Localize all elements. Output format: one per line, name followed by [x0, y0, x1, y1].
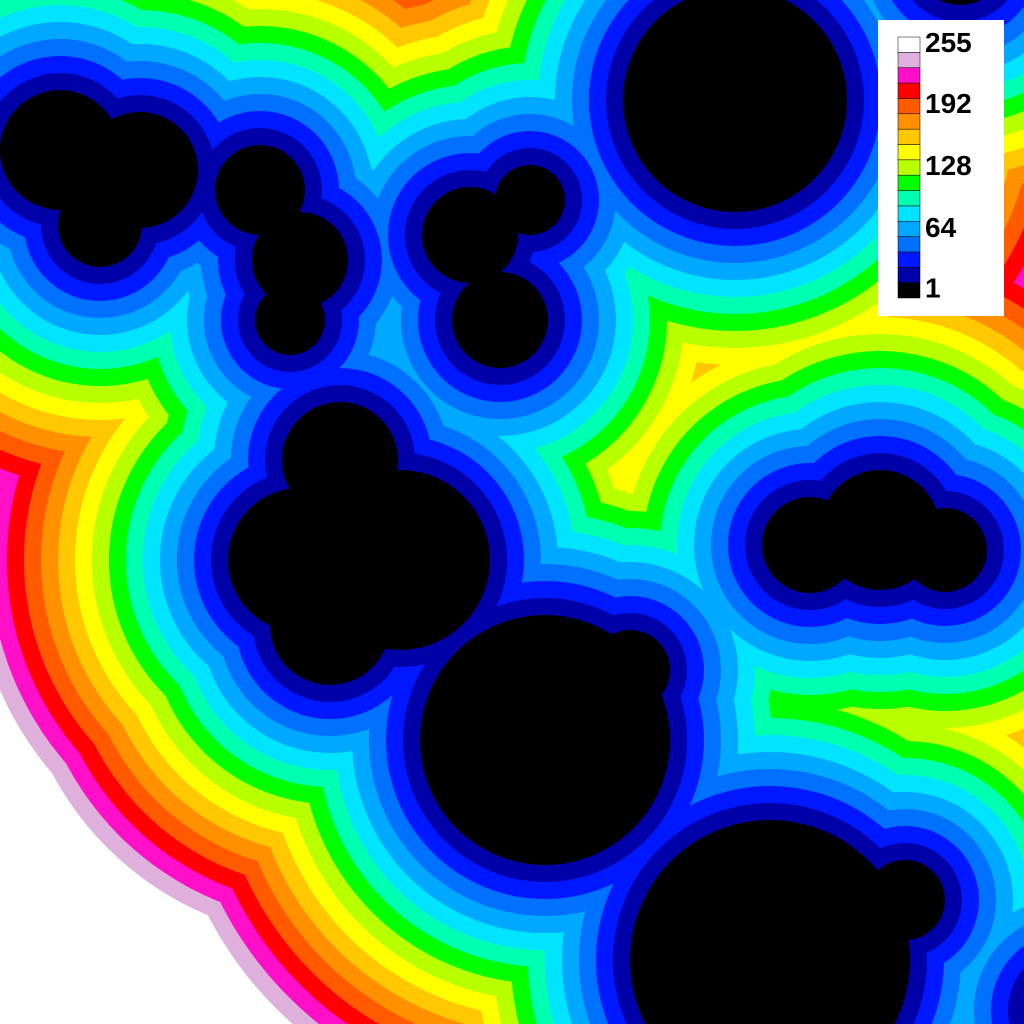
colorbar-tick-label: 128	[925, 150, 972, 181]
colorbar-tick-label: 192	[925, 88, 972, 119]
colorbar-tick-label: 1	[925, 273, 941, 304]
band-region	[630, 820, 910, 1024]
colorbar-swatch	[897, 98, 921, 115]
colorbar-swatch	[897, 190, 921, 207]
band-region	[912, 0, 1008, 22]
colorbar-tick-label: 255	[925, 27, 972, 58]
colorbar-swatch	[897, 67, 921, 84]
colorbar-swatch	[897, 113, 921, 130]
band-region	[252, 212, 348, 308]
colorbar-swatch	[897, 82, 921, 99]
band-region	[903, 508, 987, 592]
band-region	[939, 0, 981, 5]
band-region	[590, 630, 670, 710]
band-region	[495, 165, 565, 235]
colorbar-swatch	[897, 159, 921, 176]
band-region	[215, 145, 305, 235]
colorbar-swatch	[897, 282, 921, 299]
colorbar-swatch	[897, 267, 921, 283]
colorbar-swatch	[897, 236, 921, 253]
colorbar-swatch	[897, 52, 921, 68]
colorbar-swatch	[897, 174, 921, 191]
colorbar-swatch	[897, 220, 921, 237]
band-region	[58, 183, 142, 267]
colorbar-swatch	[897, 36, 921, 53]
band-region	[270, 565, 390, 685]
colorbar-swatch	[897, 251, 921, 268]
colorbar-swatch	[897, 144, 921, 161]
colorbar-tick-label: 64	[925, 212, 957, 243]
band-region	[255, 285, 325, 355]
band-region	[865, 860, 945, 940]
band-region	[1008, 968, 1024, 1024]
colorbar-swatch	[897, 128, 921, 145]
band-region	[623, 0, 847, 212]
band-region	[422, 187, 518, 283]
colorbar: 255 192 128 64 1	[878, 20, 1004, 316]
band-region	[452, 272, 548, 368]
colorbar-swatch	[897, 205, 921, 222]
